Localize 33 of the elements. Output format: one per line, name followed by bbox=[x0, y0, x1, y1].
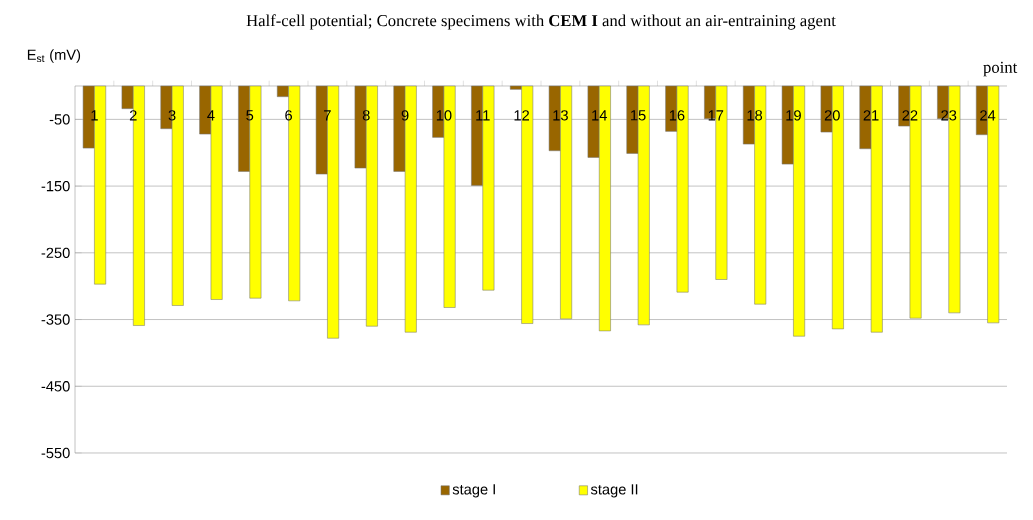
y-tick-label: -150 bbox=[41, 180, 70, 192]
x-tick-label: 9 bbox=[401, 110, 409, 121]
x-tick-label: 1 bbox=[91, 110, 98, 121]
x-tick-label: 14 bbox=[592, 110, 607, 121]
x-tick-label: 3 bbox=[168, 110, 176, 121]
x-tick-label: 22 bbox=[902, 110, 918, 121]
y-tick-label: -350 bbox=[41, 314, 70, 325]
y-tick-label: -550 bbox=[41, 447, 70, 459]
x-tick-label: 7 bbox=[324, 110, 331, 121]
x-tick-label: 16 bbox=[669, 110, 685, 121]
x-tick-label: 4 bbox=[207, 110, 215, 121]
y-axis-title: E$_{st}$ (mV) bbox=[27, 49, 81, 63]
y-tick-label: -450 bbox=[41, 381, 70, 392]
x-tick-label: 10 bbox=[436, 110, 452, 121]
x-tick-label: 15 bbox=[631, 110, 646, 121]
x-tick-label: 21 bbox=[863, 110, 879, 121]
x-tick-label: 13 bbox=[553, 110, 568, 121]
x-tick-label: 18 bbox=[747, 110, 763, 121]
x-tick-label: 24 bbox=[980, 110, 996, 121]
legend-label: stage I bbox=[452, 484, 495, 498]
y-tick-label: -250 bbox=[41, 247, 70, 259]
x-tick-label: 20 bbox=[824, 110, 840, 121]
x-axis-title: point bbox=[983, 61, 1018, 77]
y-tick-label: -50 bbox=[49, 114, 70, 125]
x-tick-label: 8 bbox=[362, 110, 370, 121]
x-tick-label: 6 bbox=[285, 110, 293, 121]
x-tick-label: 19 bbox=[786, 110, 801, 121]
x-tick-label: 12 bbox=[514, 110, 530, 121]
x-tick-label: 17 bbox=[708, 110, 724, 121]
x-tick-label: 23 bbox=[941, 110, 957, 121]
chart-title: Half-cell potential; Concrete specimens with CEM I and without an air-entraining agent bbox=[246, 14, 836, 30]
legend-label: stage II bbox=[590, 484, 638, 498]
x-tick-label: 11 bbox=[476, 110, 490, 121]
